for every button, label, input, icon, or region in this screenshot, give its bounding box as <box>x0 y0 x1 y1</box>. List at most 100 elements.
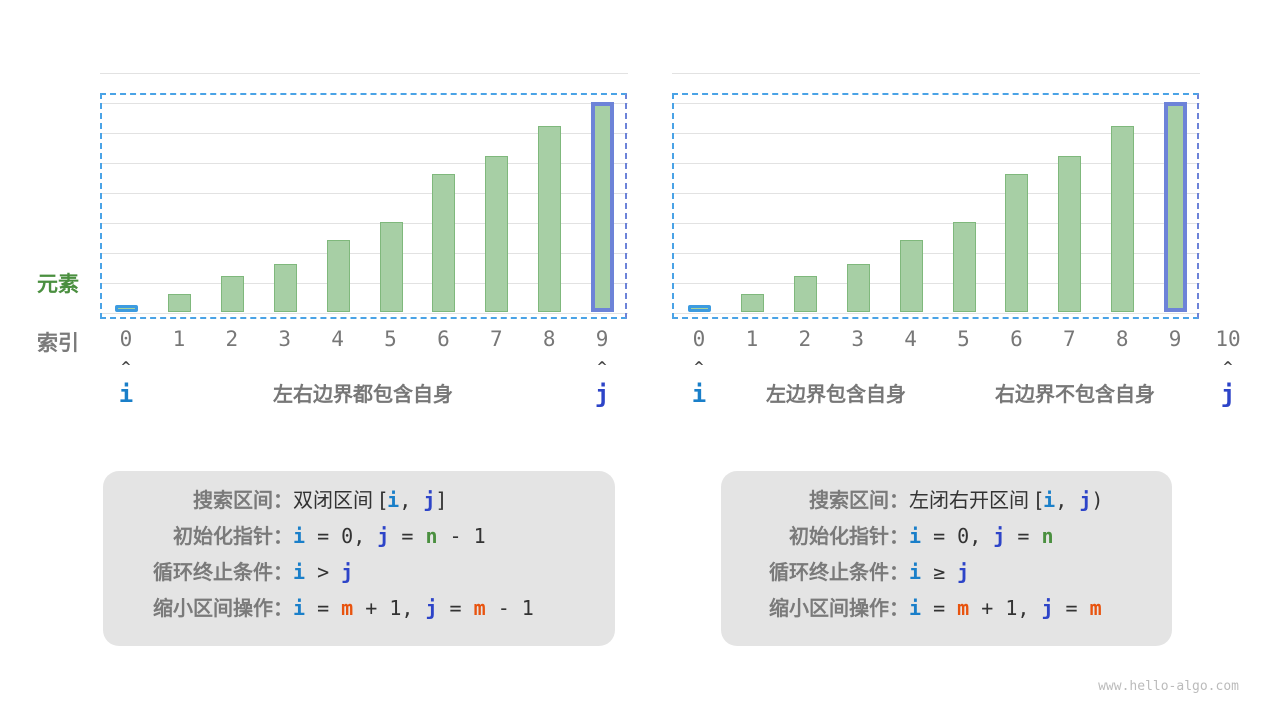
gridline <box>100 73 628 74</box>
pointer-caret-icon: ^ <box>1222 360 1234 375</box>
info-line: 循环终止条件：i ≥ j <box>721 556 969 586</box>
token-text: 左闭右开区间 [ <box>909 488 1044 512</box>
bar-5 <box>379 222 403 312</box>
pointer-caret-icon: ^ <box>693 360 705 375</box>
bar-8 <box>1111 126 1135 312</box>
index-label: 7 <box>489 327 503 351</box>
gridline <box>100 163 628 164</box>
info-panel <box>721 471 1172 646</box>
gridline <box>672 103 1200 104</box>
info-panel <box>103 471 615 646</box>
gridline <box>100 193 628 194</box>
gridline <box>100 253 628 254</box>
gridline <box>672 193 1200 194</box>
info-line: 循环终止条件：i > j <box>103 556 353 586</box>
pointer-j: j <box>1220 380 1236 408</box>
bar-7 <box>1058 156 1082 312</box>
token-i: i <box>909 560 922 584</box>
info-key: 搜索区间： <box>193 488 293 512</box>
token-j: j <box>425 596 438 620</box>
token-text: = <box>389 524 426 548</box>
bar-4 <box>326 240 350 312</box>
bar-6 <box>432 174 456 312</box>
index-label: 9 <box>1168 327 1182 351</box>
info-key: 循环终止条件： <box>769 560 909 584</box>
token-i: i <box>293 596 306 620</box>
token-text: - 1 <box>485 596 534 620</box>
index-label: 0 <box>119 327 133 351</box>
index-label: 7 <box>1062 327 1076 351</box>
bar-9 <box>591 102 615 312</box>
token-text: = 0, <box>921 524 994 548</box>
index-label: 3 <box>278 327 292 351</box>
boundary-note: 左边界包含自身 <box>766 382 906 406</box>
token-j: j <box>341 560 354 584</box>
gridline <box>672 133 1200 134</box>
index-label: 1 <box>745 327 759 351</box>
bar-1 <box>740 294 764 312</box>
gridline <box>100 103 628 104</box>
search-interval-bracket <box>100 93 627 319</box>
token-text: + 1, <box>353 596 426 620</box>
gridline <box>672 313 1200 314</box>
token-n: n <box>425 524 438 548</box>
gridline <box>100 223 628 224</box>
watermark: www.hello-algo.com <box>1098 679 1239 694</box>
gridline <box>100 313 628 314</box>
gridline <box>672 73 1200 74</box>
bar-6 <box>1005 174 1029 312</box>
token-i: i <box>1043 488 1056 512</box>
index-label: 8 <box>1115 327 1129 351</box>
token-j: j <box>1041 596 1054 620</box>
index-label: 10 <box>1215 327 1241 351</box>
info-line: 初始化指针：i = 0, j = n - 1 <box>103 520 486 550</box>
index-label: 6 <box>1010 327 1023 351</box>
token-text: + 1, <box>969 596 1042 620</box>
pointer-caret-icon: ^ <box>120 360 132 375</box>
token-i: i <box>293 560 306 584</box>
token-text: = <box>305 596 342 620</box>
bar-0 <box>688 304 711 312</box>
gridline <box>100 133 628 134</box>
bar-9 <box>1164 102 1188 312</box>
boundary-note: 左右边界都包含自身 <box>273 382 453 406</box>
token-m: m <box>1089 596 1102 620</box>
boundary-note: 右边界不包含自身 <box>995 382 1155 406</box>
bar-7 <box>485 156 509 312</box>
token-n: n <box>1041 524 1054 548</box>
index-axis-label: 索引 <box>37 331 79 355</box>
token-text: = <box>921 596 958 620</box>
index-label: 1 <box>172 327 186 351</box>
info-line: 缩小区间操作：i = m + 1, j = m - 1 <box>103 592 534 622</box>
token-text: = <box>1053 596 1090 620</box>
token-m: m <box>341 596 354 620</box>
gridline <box>672 253 1200 254</box>
token-text: ) <box>1091 488 1104 512</box>
token-text: = <box>437 596 474 620</box>
token-text: , <box>1055 488 1080 512</box>
token-i: i <box>909 524 922 548</box>
info-key: 循环终止条件： <box>153 560 293 584</box>
token-text: - 1 <box>437 524 486 548</box>
index-label: 2 <box>225 327 239 351</box>
index-label: 0 <box>692 327 706 351</box>
bar-3 <box>846 264 870 312</box>
bar-1 <box>167 294 191 312</box>
token-j: j <box>423 488 436 512</box>
token-m: m <box>473 596 486 620</box>
bar-3 <box>273 264 297 312</box>
info-line: 搜索区间：左闭右开区间 [i, j) <box>721 484 1103 514</box>
bar-0 <box>115 304 138 312</box>
token-i: i <box>387 488 400 512</box>
info-line: 初始化指针：i = 0, j = n <box>721 520 1054 550</box>
token-j: j <box>993 524 1006 548</box>
index-label: 9 <box>595 327 609 351</box>
token-text: > <box>305 560 342 584</box>
token-text: ] <box>435 488 448 512</box>
token-i: i <box>293 524 306 548</box>
search-interval-bracket <box>672 93 1199 319</box>
info-key: 初始化指针： <box>789 524 909 548</box>
token-text: , <box>399 488 424 512</box>
index-label: 5 <box>957 327 970 351</box>
info-key: 初始化指针： <box>173 524 293 548</box>
